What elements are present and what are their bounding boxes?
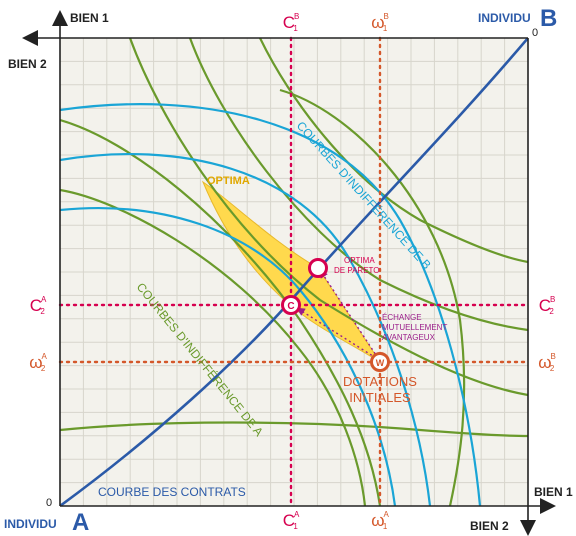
indifference-curve-a-6 (60, 421, 528, 438)
b-good2-label: BIEN 2 (470, 519, 509, 533)
marker-c2a-left: CA 2 (30, 295, 47, 316)
origin-b: 0 (532, 27, 538, 39)
c-point (281, 295, 301, 315)
individual-b-label: INDIVIDU (478, 11, 531, 25)
w-point-letter: W (376, 358, 385, 368)
b-good1-label: BIEN 1 (534, 485, 573, 499)
marker-w1a-bottom: ωA 1 (371, 510, 389, 531)
individual-b-letter: B (540, 5, 557, 32)
marker-w2b-right: ωB 2 (538, 352, 556, 373)
optima-label: OPTIMA (207, 175, 250, 187)
marker-c1b-top: CB 1 (283, 12, 300, 33)
w-reference-lines (58, 36, 530, 508)
contract-curve (60, 38, 528, 506)
marker-c1a-bottom: CA 1 (283, 510, 300, 531)
indifference-curve-a-7 (279, 88, 466, 506)
indifference-curve-b-2 (60, 153, 432, 506)
axes (22, 10, 556, 536)
initial-endowment-point (370, 352, 390, 372)
pareto-label-line2: DE PARETO (334, 266, 380, 275)
a-good2-label: BIEN 2 (8, 57, 47, 71)
marker-c2b-right: CB 2 (539, 295, 556, 316)
pareto-label-line1: OPTIMA (344, 256, 375, 265)
c-point-letter: C (287, 301, 294, 312)
exchange-arrows (296, 269, 379, 359)
contract-curve-label: COURBE DES CONTRATS (98, 485, 246, 499)
pareto-optimum-point (308, 258, 328, 278)
dotations-label-line1: DOTATIONS (343, 374, 417, 389)
exchange-label-line3: AVANTAGEUX (382, 333, 436, 342)
a-good1-label: BIEN 1 (70, 11, 109, 25)
marker-w1b-top: ωB 1 (371, 12, 389, 33)
indifference-curve-a-3 (259, 38, 528, 264)
indifference-curve-a-2 (188, 38, 528, 332)
origin-a: 0 (46, 497, 52, 509)
individual-a-label: INDIVIDU (4, 517, 57, 531)
axis-markers: CB 1 ωB 1 CA 1 ωA 1 CA 2 ωA 2 CB 2 ωB 2 (29, 12, 556, 531)
marker-w2a-left: ωA 2 (29, 352, 47, 373)
individual-a-letter: A (72, 509, 89, 536)
indifference-curve-b-1 (60, 103, 482, 506)
exchange-label-line1: ÉCHANGE (382, 313, 422, 322)
exchange-arrow-1 (319, 269, 379, 359)
exchange-label-line2: MUTUELLEMENT (382, 323, 447, 332)
dotations-label-line2: INITIALES (349, 390, 411, 405)
